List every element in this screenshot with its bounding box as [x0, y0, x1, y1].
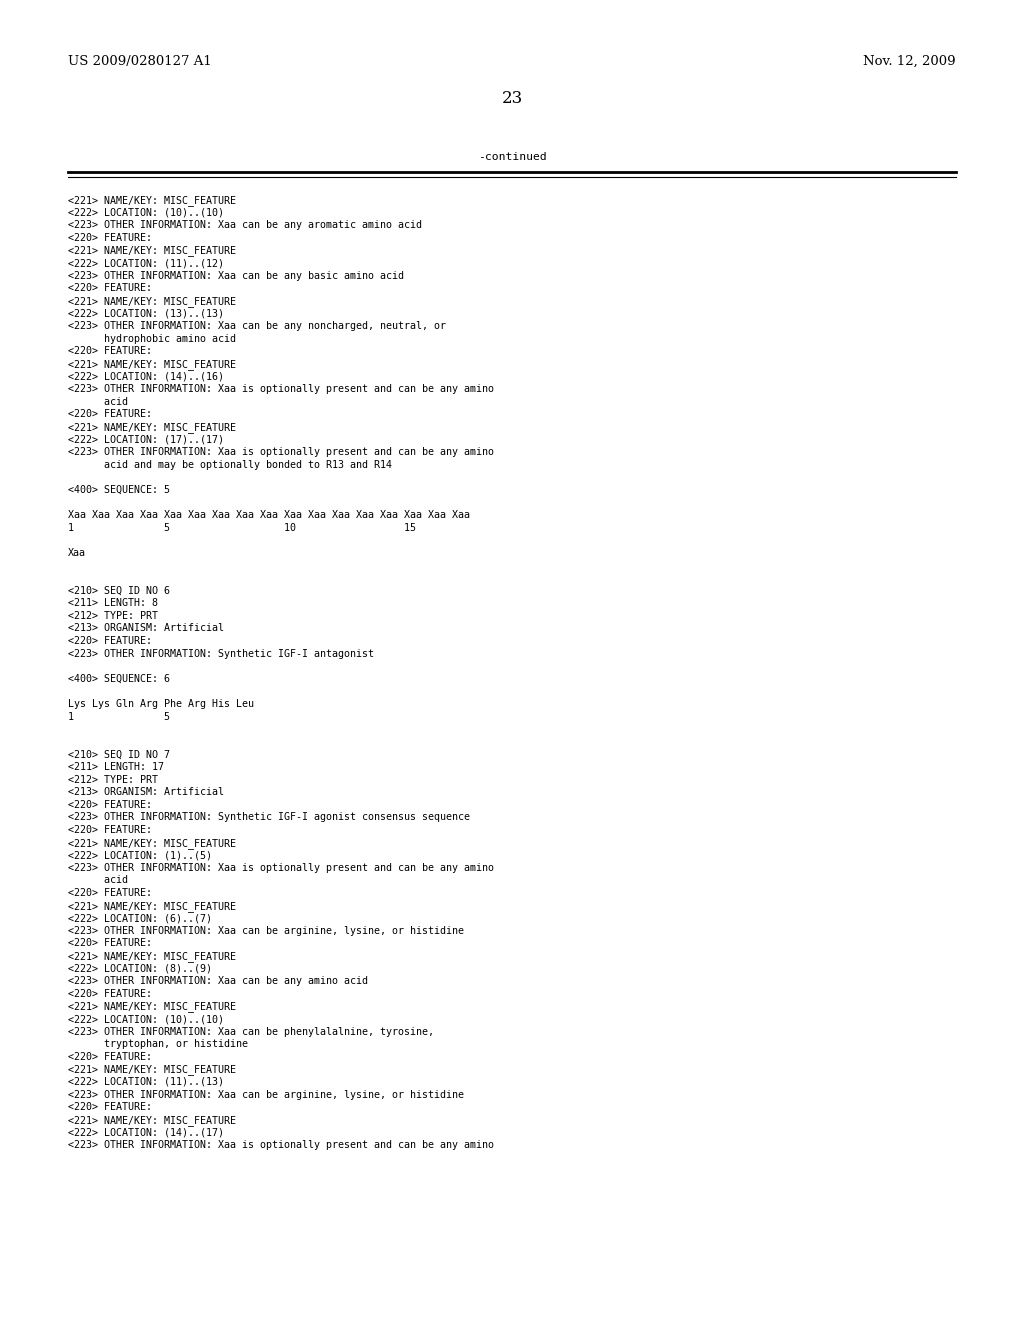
- Text: <213> ORGANISM: Artificial: <213> ORGANISM: Artificial: [68, 623, 224, 634]
- Text: <222> LOCATION: (10)..(10): <222> LOCATION: (10)..(10): [68, 1014, 224, 1024]
- Text: -continued: -continued: [477, 152, 547, 162]
- Text: <221> NAME/KEY: MISC_FEATURE: <221> NAME/KEY: MISC_FEATURE: [68, 195, 236, 206]
- Text: 1               5: 1 5: [68, 711, 170, 722]
- Text: Xaa: Xaa: [68, 548, 86, 558]
- Text: <221> NAME/KEY: MISC_FEATURE: <221> NAME/KEY: MISC_FEATURE: [68, 1115, 236, 1126]
- Text: <223> OTHER INFORMATION: Synthetic IGF-I antagonist: <223> OTHER INFORMATION: Synthetic IGF-I…: [68, 648, 374, 659]
- Text: <221> NAME/KEY: MISC_FEATURE: <221> NAME/KEY: MISC_FEATURE: [68, 296, 236, 306]
- Text: <222> LOCATION: (11)..(12): <222> LOCATION: (11)..(12): [68, 257, 224, 268]
- Text: US 2009/0280127 A1: US 2009/0280127 A1: [68, 55, 212, 69]
- Text: <220> FEATURE:: <220> FEATURE:: [68, 888, 152, 898]
- Text: <211> LENGTH: 17: <211> LENGTH: 17: [68, 762, 164, 772]
- Text: <220> FEATURE:: <220> FEATURE:: [68, 1102, 152, 1113]
- Text: <210> SEQ ID NO 6: <210> SEQ ID NO 6: [68, 586, 170, 595]
- Text: Lys Lys Gln Arg Phe Arg His Leu: Lys Lys Gln Arg Phe Arg His Leu: [68, 700, 254, 709]
- Text: <221> NAME/KEY: MISC_FEATURE: <221> NAME/KEY: MISC_FEATURE: [68, 359, 236, 370]
- Text: <222> LOCATION: (6)..(7): <222> LOCATION: (6)..(7): [68, 913, 212, 923]
- Text: <212> TYPE: PRT: <212> TYPE: PRT: [68, 775, 158, 784]
- Text: <223> OTHER INFORMATION: Synthetic IGF-I agonist consensus sequence: <223> OTHER INFORMATION: Synthetic IGF-I…: [68, 812, 470, 822]
- Text: <221> NAME/KEY: MISC_FEATURE: <221> NAME/KEY: MISC_FEATURE: [68, 422, 236, 433]
- Text: <222> LOCATION: (8)..(9): <222> LOCATION: (8)..(9): [68, 964, 212, 974]
- Text: <222> LOCATION: (14)..(17): <222> LOCATION: (14)..(17): [68, 1127, 224, 1138]
- Text: <223> OTHER INFORMATION: Xaa can be arginine, lysine, or histidine: <223> OTHER INFORMATION: Xaa can be argi…: [68, 1089, 464, 1100]
- Text: <210> SEQ ID NO 7: <210> SEQ ID NO 7: [68, 750, 170, 759]
- Text: <220> FEATURE:: <220> FEATURE:: [68, 989, 152, 999]
- Text: acid: acid: [68, 875, 128, 886]
- Text: <220> FEATURE:: <220> FEATURE:: [68, 284, 152, 293]
- Text: <223> OTHER INFORMATION: Xaa can be phenylalalnine, tyrosine,: <223> OTHER INFORMATION: Xaa can be phen…: [68, 1027, 434, 1036]
- Text: acid: acid: [68, 396, 128, 407]
- Text: <400> SEQUENCE: 6: <400> SEQUENCE: 6: [68, 673, 170, 684]
- Text: tryptophan, or histidine: tryptophan, or histidine: [68, 1039, 248, 1049]
- Text: <220> FEATURE:: <220> FEATURE:: [68, 346, 152, 356]
- Text: <221> NAME/KEY: MISC_FEATURE: <221> NAME/KEY: MISC_FEATURE: [68, 900, 236, 912]
- Text: <222> LOCATION: (14)..(16): <222> LOCATION: (14)..(16): [68, 371, 224, 381]
- Text: <223> OTHER INFORMATION: Xaa can be arginine, lysine, or histidine: <223> OTHER INFORMATION: Xaa can be argi…: [68, 925, 464, 936]
- Text: <223> OTHER INFORMATION: Xaa is optionally present and can be any amino: <223> OTHER INFORMATION: Xaa is optional…: [68, 447, 494, 457]
- Text: <400> SEQUENCE: 5: <400> SEQUENCE: 5: [68, 484, 170, 495]
- Text: <220> FEATURE:: <220> FEATURE:: [68, 800, 152, 809]
- Text: hydrophobic amino acid: hydrophobic amino acid: [68, 334, 236, 343]
- Text: <223> OTHER INFORMATION: Xaa is optionally present and can be any amino: <223> OTHER INFORMATION: Xaa is optional…: [68, 1140, 494, 1150]
- Text: <223> OTHER INFORMATION: Xaa can be any amino acid: <223> OTHER INFORMATION: Xaa can be any …: [68, 977, 368, 986]
- Text: <223> OTHER INFORMATION: Xaa is optionally present and can be any amino: <223> OTHER INFORMATION: Xaa is optional…: [68, 384, 494, 393]
- Text: <220> FEATURE:: <220> FEATURE:: [68, 636, 152, 645]
- Text: <220> FEATURE:: <220> FEATURE:: [68, 409, 152, 420]
- Text: <222> LOCATION: (10)..(10): <222> LOCATION: (10)..(10): [68, 207, 224, 218]
- Text: <222> LOCATION: (1)..(5): <222> LOCATION: (1)..(5): [68, 850, 212, 861]
- Text: Xaa Xaa Xaa Xaa Xaa Xaa Xaa Xaa Xaa Xaa Xaa Xaa Xaa Xaa Xaa Xaa Xaa: Xaa Xaa Xaa Xaa Xaa Xaa Xaa Xaa Xaa Xaa …: [68, 510, 470, 520]
- Text: 23: 23: [502, 90, 522, 107]
- Text: <222> LOCATION: (13)..(13): <222> LOCATION: (13)..(13): [68, 309, 224, 318]
- Text: <211> LENGTH: 8: <211> LENGTH: 8: [68, 598, 158, 609]
- Text: acid and may be optionally bonded to R13 and R14: acid and may be optionally bonded to R13…: [68, 459, 392, 470]
- Text: <221> NAME/KEY: MISC_FEATURE: <221> NAME/KEY: MISC_FEATURE: [68, 1064, 236, 1076]
- Text: <221> NAME/KEY: MISC_FEATURE: <221> NAME/KEY: MISC_FEATURE: [68, 246, 236, 256]
- Text: <220> FEATURE:: <220> FEATURE:: [68, 825, 152, 836]
- Text: <221> NAME/KEY: MISC_FEATURE: <221> NAME/KEY: MISC_FEATURE: [68, 1002, 236, 1012]
- Text: <223> OTHER INFORMATION: Xaa can be any noncharged, neutral, or: <223> OTHER INFORMATION: Xaa can be any …: [68, 321, 446, 331]
- Text: <213> ORGANISM: Artificial: <213> ORGANISM: Artificial: [68, 787, 224, 797]
- Text: <220> FEATURE:: <220> FEATURE:: [68, 939, 152, 948]
- Text: <220> FEATURE:: <220> FEATURE:: [68, 232, 152, 243]
- Text: <223> OTHER INFORMATION: Xaa can be any basic amino acid: <223> OTHER INFORMATION: Xaa can be any …: [68, 271, 404, 281]
- Text: <212> TYPE: PRT: <212> TYPE: PRT: [68, 611, 158, 620]
- Text: <223> OTHER INFORMATION: Xaa can be any aromatic amino acid: <223> OTHER INFORMATION: Xaa can be any …: [68, 220, 422, 230]
- Text: <221> NAME/KEY: MISC_FEATURE: <221> NAME/KEY: MISC_FEATURE: [68, 950, 236, 962]
- Text: Nov. 12, 2009: Nov. 12, 2009: [863, 55, 956, 69]
- Text: <223> OTHER INFORMATION: Xaa is optionally present and can be any amino: <223> OTHER INFORMATION: Xaa is optional…: [68, 863, 494, 873]
- Text: <222> LOCATION: (11)..(13): <222> LOCATION: (11)..(13): [68, 1077, 224, 1086]
- Text: <222> LOCATION: (17)..(17): <222> LOCATION: (17)..(17): [68, 434, 224, 445]
- Text: 1               5                   10                  15: 1 5 10 15: [68, 523, 416, 532]
- Text: <221> NAME/KEY: MISC_FEATURE: <221> NAME/KEY: MISC_FEATURE: [68, 838, 236, 849]
- Text: <220> FEATURE:: <220> FEATURE:: [68, 1052, 152, 1061]
